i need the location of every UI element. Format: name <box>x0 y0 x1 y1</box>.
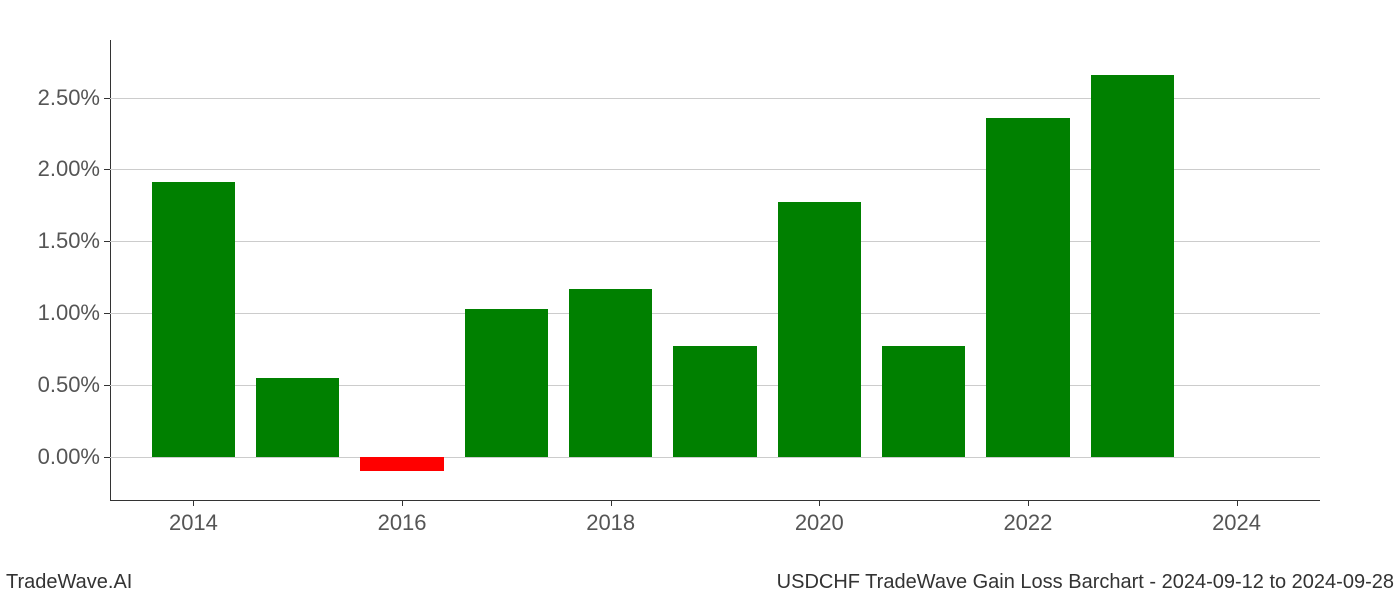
bar <box>1091 75 1174 457</box>
x-tick-label: 2014 <box>169 510 218 536</box>
y-tick-label: 1.00% <box>10 300 100 326</box>
bar <box>465 309 548 457</box>
gridline <box>110 457 1320 458</box>
footer-caption: USDCHF TradeWave Gain Loss Barchart - 20… <box>777 571 1394 594</box>
y-tick-label: 2.50% <box>10 85 100 111</box>
x-tick-label: 2020 <box>795 510 844 536</box>
bar <box>778 202 861 456</box>
y-tick-label: 2.00% <box>10 156 100 182</box>
y-tick-mark <box>104 385 110 386</box>
x-tick-label: 2018 <box>586 510 635 536</box>
bar <box>673 346 756 457</box>
y-tick-label: 0.00% <box>10 444 100 470</box>
plot-area <box>110 40 1320 500</box>
x-tick-mark <box>402 500 403 506</box>
bar <box>882 346 965 457</box>
x-tick-mark <box>193 500 194 506</box>
y-tick-label: 1.50% <box>10 228 100 254</box>
bar <box>256 378 339 457</box>
y-tick-mark <box>104 313 110 314</box>
y-tick-mark <box>104 98 110 99</box>
footer-brand: TradeWave.AI <box>6 571 132 594</box>
x-axis-spine <box>110 500 1320 501</box>
bar <box>152 182 235 457</box>
x-tick-label: 2022 <box>1003 510 1052 536</box>
x-tick-mark <box>1028 500 1029 506</box>
bar <box>360 457 443 471</box>
y-tick-mark <box>104 457 110 458</box>
y-tick-label: 0.50% <box>10 372 100 398</box>
y-tick-mark <box>104 241 110 242</box>
x-tick-mark <box>819 500 820 506</box>
bar-chart <box>110 40 1320 500</box>
x-tick-label: 2016 <box>378 510 427 536</box>
y-tick-mark <box>104 169 110 170</box>
bar <box>569 289 652 457</box>
x-tick-mark <box>611 500 612 506</box>
x-tick-mark <box>1237 500 1238 506</box>
x-tick-label: 2024 <box>1212 510 1261 536</box>
bar <box>986 118 1069 457</box>
